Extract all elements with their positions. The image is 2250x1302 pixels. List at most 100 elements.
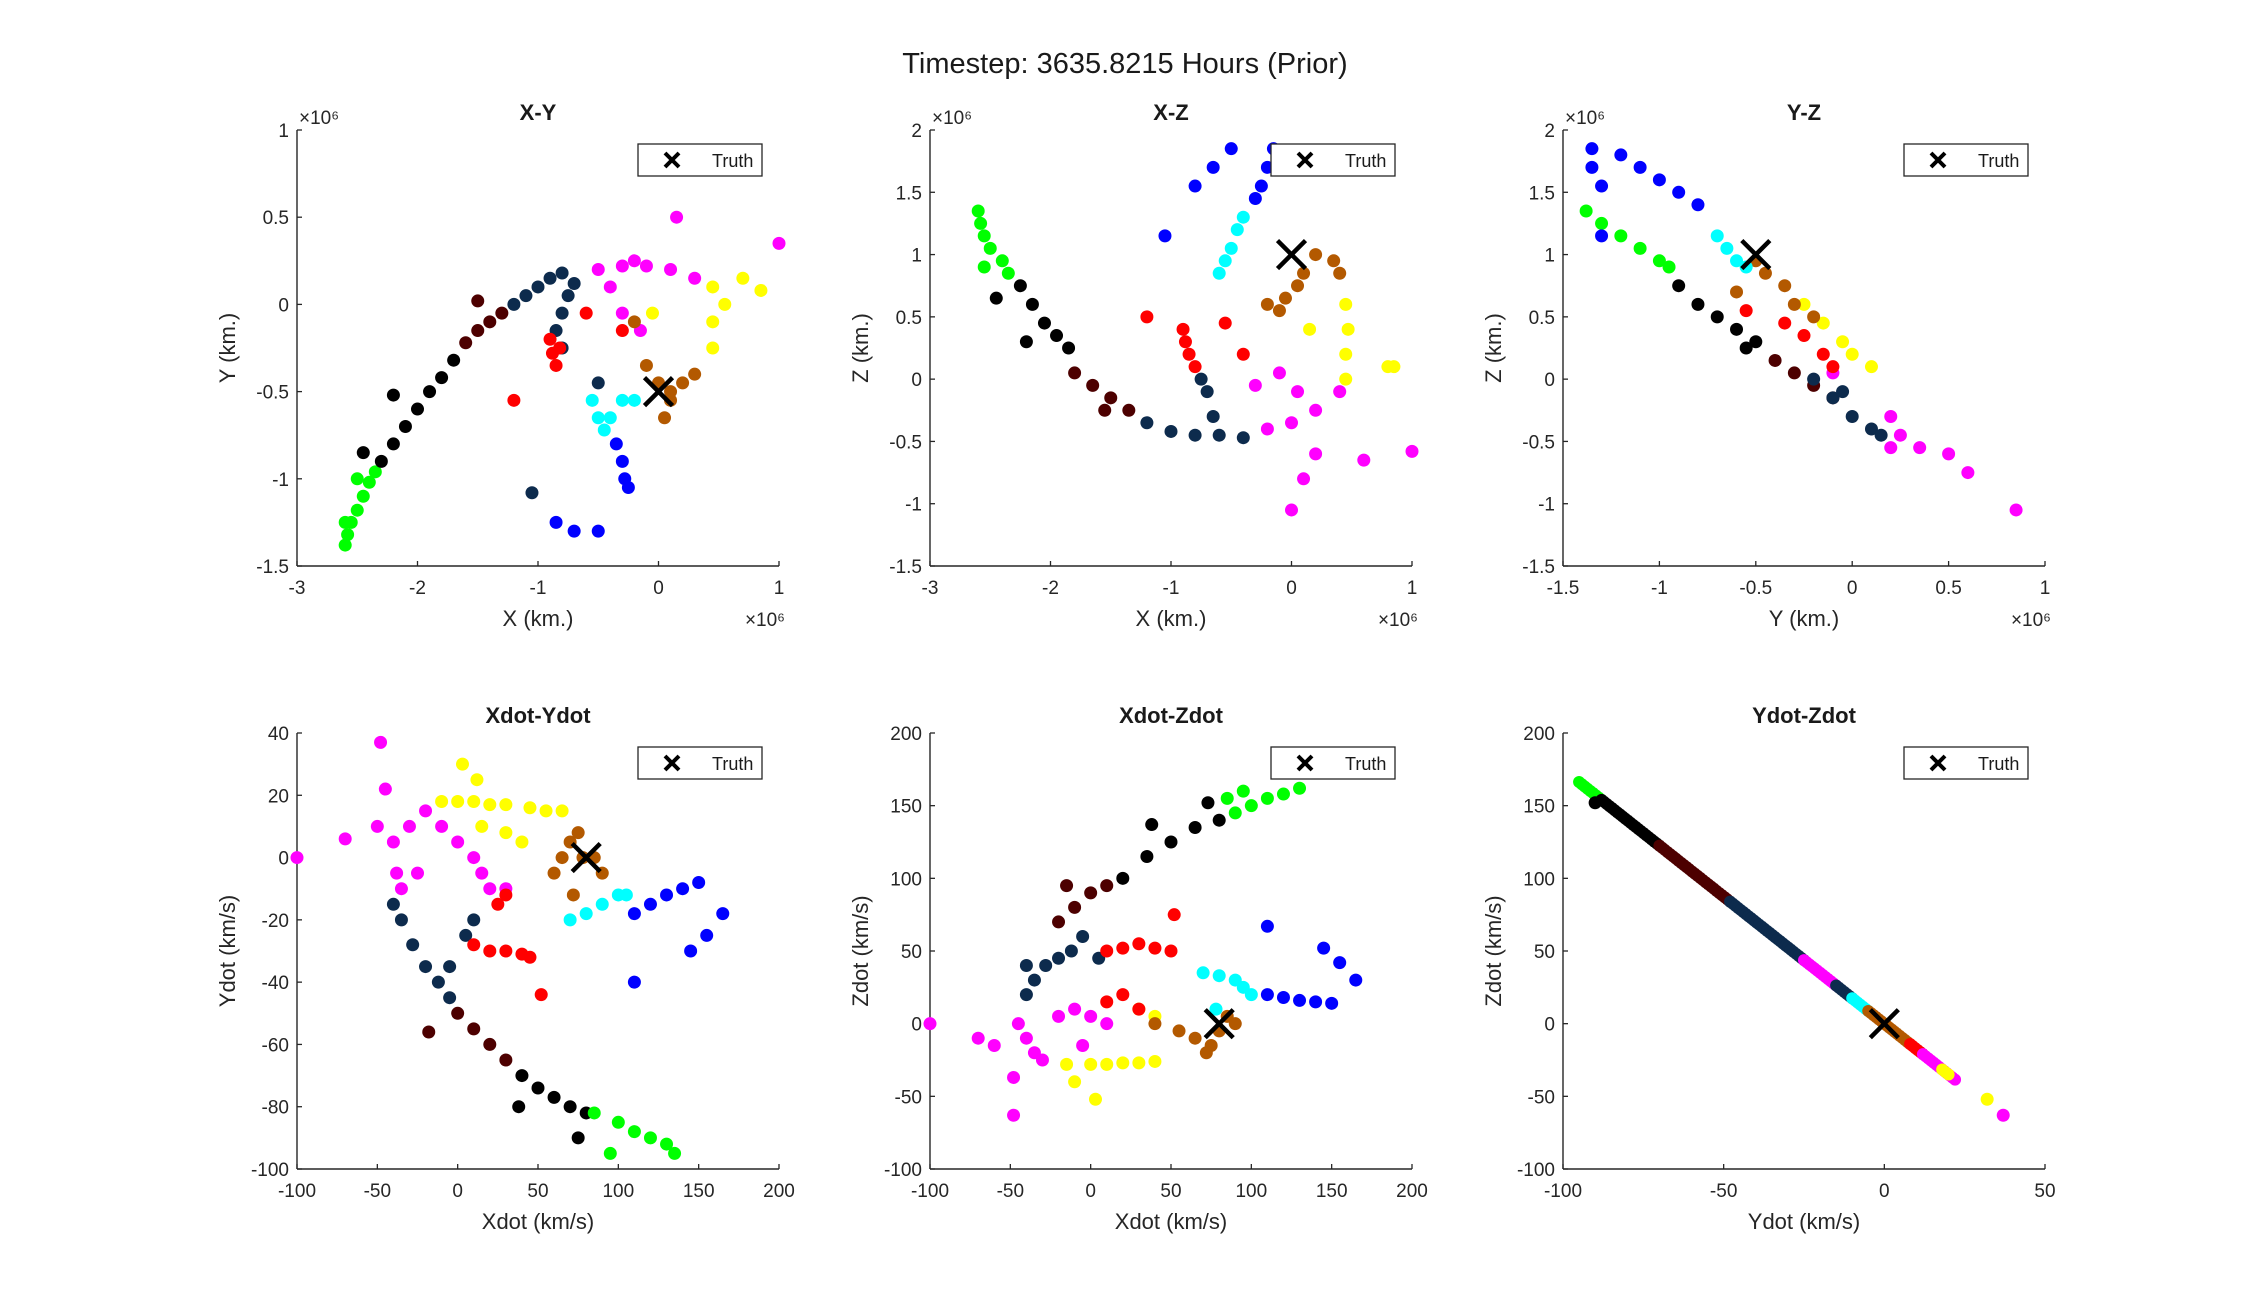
data-point: [1201, 796, 1215, 810]
data-point: [995, 254, 1009, 268]
data-point: [1068, 1075, 1082, 1089]
data-point: [1176, 322, 1190, 336]
data-point: [547, 1090, 561, 1104]
data-point: [435, 371, 449, 385]
y-tick-label: 20: [268, 786, 289, 807]
y-tick-label: 150: [890, 797, 922, 818]
data-point: [1088, 1092, 1102, 1106]
legend-box: [1270, 746, 1396, 780]
data-point: [1874, 428, 1888, 442]
data-point: [1084, 1009, 1098, 1023]
data-point: [499, 798, 513, 812]
data-point: [531, 280, 545, 294]
x-tick-label: -100: [1544, 1181, 1582, 1202]
y-tick-label: -0.5: [1522, 432, 1555, 453]
data-point: [1068, 1002, 1082, 1016]
data-point: [1333, 956, 1347, 970]
data-point: [547, 866, 561, 880]
x-tick-label: -1: [530, 578, 547, 599]
data-point: [1579, 204, 1593, 218]
data-point: [658, 411, 672, 425]
data-point: [1228, 806, 1242, 820]
data-point: [447, 353, 461, 367]
data-point: [1025, 297, 1039, 311]
data-point: [1942, 447, 1956, 461]
x-tick-label: 1: [774, 578, 785, 599]
data-point: [1052, 915, 1066, 929]
data-point: [1276, 991, 1290, 1005]
x-tick-label: -100: [911, 1181, 949, 1202]
data-point: [1244, 988, 1258, 1002]
data-point: [1807, 372, 1821, 386]
data-point: [1778, 316, 1792, 330]
data-point: [1224, 142, 1238, 156]
data-point: [1349, 973, 1363, 987]
data-point: [1098, 403, 1112, 417]
data-point: [1303, 322, 1317, 336]
data-point: [549, 515, 563, 529]
data-point: [1172, 1024, 1186, 1038]
data-point: [706, 280, 720, 294]
data-point: [615, 454, 629, 468]
data-point: [1212, 428, 1226, 442]
data-point: [386, 897, 400, 911]
y-tick-label: 0.5: [896, 308, 922, 329]
y-exponent-label: ×10⁶: [299, 108, 339, 129]
data-point: [338, 515, 352, 529]
data-point: [643, 897, 657, 911]
legend: Truth: [1903, 746, 2029, 780]
data-point: [1309, 447, 1323, 461]
legend-label: Truth: [712, 151, 753, 171]
data-point: [1007, 1070, 1021, 1084]
truth-marker: [1740, 238, 1772, 271]
data-point: [1758, 266, 1772, 280]
data-point: [350, 472, 364, 486]
data-point: [1244, 799, 1258, 813]
data-point: [1768, 353, 1782, 367]
data-point: [419, 804, 433, 818]
y-tick-label: 100: [890, 869, 922, 890]
data-point: [716, 907, 730, 921]
data-point: [1778, 279, 1792, 293]
data-point: [1212, 969, 1226, 983]
data-point: [1260, 919, 1274, 933]
x-tick-label: -100: [278, 1181, 316, 1202]
data-point: [987, 1038, 1001, 1052]
data-point: [534, 988, 548, 1002]
y-tick-label: -100: [1517, 1160, 1555, 1181]
data-point: [1836, 335, 1850, 349]
data-point: [1826, 391, 1840, 405]
data-point: [627, 907, 641, 921]
data-point: [1248, 192, 1262, 206]
data-point: [507, 393, 521, 407]
data-point: [1194, 372, 1208, 386]
data-point: [706, 315, 720, 329]
data-point: [1864, 422, 1878, 436]
data-point: [1052, 951, 1066, 965]
y-tick-label: 200: [1523, 724, 1555, 745]
data-point: [1730, 285, 1744, 299]
legend: Truth: [1270, 143, 1396, 177]
data-point: [971, 1031, 985, 1045]
y-tick-label: -1.5: [1522, 557, 1555, 578]
data-point: [627, 254, 641, 268]
y-tick-label: 2: [911, 121, 922, 142]
data-point: [670, 210, 684, 224]
data-point: [1710, 229, 1724, 243]
data-point: [1285, 416, 1298, 430]
data-point: [1064, 944, 1078, 958]
truth-marker: [1868, 1008, 1900, 1040]
data-point: [1293, 993, 1307, 1007]
x-exponent-label: ×10⁶: [745, 610, 785, 631]
data-point: [1122, 403, 1136, 417]
data-point: [341, 528, 355, 542]
plot-area: [930, 130, 1412, 566]
data-point: [1260, 791, 1274, 805]
data-point: [772, 236, 786, 250]
data-point: [603, 280, 617, 294]
data-point: [1148, 941, 1162, 955]
data-point: [1339, 297, 1353, 311]
truth-marker: [642, 376, 675, 408]
data-point: [718, 297, 732, 311]
data-point: [1260, 297, 1274, 311]
